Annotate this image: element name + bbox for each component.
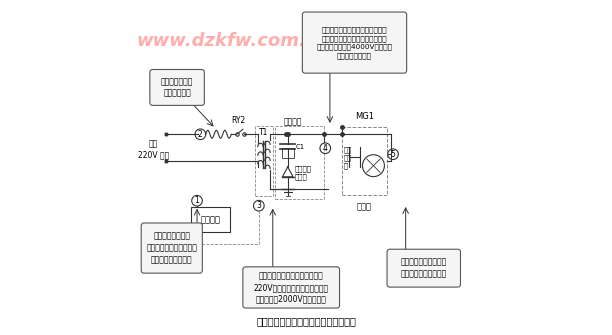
FancyBboxPatch shape: [243, 267, 340, 308]
Text: MG1: MG1: [355, 112, 374, 121]
Text: 4: 4: [323, 144, 327, 153]
Text: T1: T1: [259, 128, 269, 137]
Bar: [192, 207, 230, 232]
Text: 控制电路: 控制电路: [201, 215, 220, 224]
Bar: [275, 126, 324, 199]
FancyBboxPatch shape: [302, 12, 406, 73]
Text: 继电器接通，为高压变压器提供
220V的交流电，高压变压器开始
工作，输出2000V左右的高压: 继电器接通，为高压变压器提供 220V的交流电，高压变压器开始 工作，输出200…: [253, 271, 329, 304]
Text: www.dzkfw.com.cn: www.dzkfw.com.cn: [136, 32, 330, 50]
Text: 高压变压器输出的电压，经过高压
电容和高压二极管构成的半波整流
倍压电路后，形成4000V左右的高
压，为磁控管供电: 高压变压器输出的电压，经过高压 电容和高压二极管构成的半波整流 倍压电路后，形成…: [316, 26, 392, 59]
Text: C1: C1: [296, 144, 305, 149]
Text: 高压电容: 高压电容: [284, 117, 302, 126]
Bar: [255, 126, 273, 196]
Text: 磁控管: 磁控管: [357, 202, 372, 211]
Text: 典型微波炉中加热控制电路的电路结构: 典型微波炉中加热控制电路的电路结构: [256, 316, 356, 326]
Text: 5: 5: [390, 150, 395, 159]
Text: 3: 3: [256, 201, 261, 210]
Text: RY2: RY2: [231, 116, 245, 125]
Text: 控制电路收到微波
加热指令后，为微波加热
继电器提供驱动信号: 控制电路收到微波 加热指令后，为微波加热 继电器提供驱动信号: [146, 232, 197, 264]
Text: 高压
二极
管: 高压 二极 管: [343, 146, 351, 169]
Text: 交流
220V 输入: 交流 220V 输入: [138, 140, 169, 159]
Text: 磁控管收到高压电后，
开始进行微波加热工作: 磁控管收到高压电后， 开始进行微波加热工作: [401, 258, 447, 279]
Bar: [342, 127, 387, 195]
Text: 高压保护
二极管: 高压保护 二极管: [295, 165, 312, 180]
FancyBboxPatch shape: [150, 69, 204, 106]
FancyBboxPatch shape: [141, 223, 203, 273]
Text: 微波加热继电器
开关触点接通: 微波加热继电器 开关触点接通: [161, 77, 193, 98]
Bar: [282, 147, 294, 157]
Text: 2: 2: [198, 130, 203, 139]
Text: 1: 1: [195, 196, 200, 205]
FancyBboxPatch shape: [387, 249, 460, 287]
